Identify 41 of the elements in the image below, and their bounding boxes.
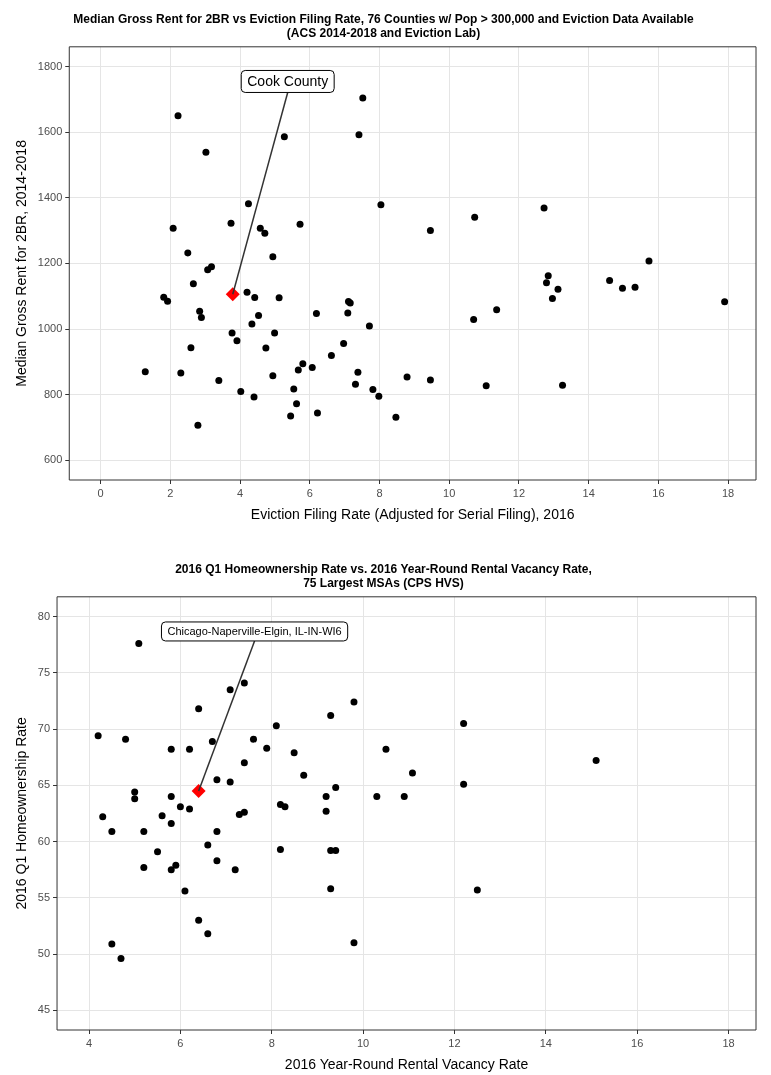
y-tick-label: 1800 [37, 59, 63, 72]
y-tick-label: 1000 [37, 322, 63, 335]
annotation: Chicago-Naperville-Elgin, IL-IN-WI6 [167, 625, 342, 638]
chart-title: Median Gross Rent for 2BR vs Eviction Filing Rate, 76 Counties w/ Pop > 300,000 and Eviction Data Available (ACS 2014-2018 and Eviction Lab) [73, 11, 694, 40]
chart-title: 2016 Q1 Homeownership Rate vs. 2016 Year-Round Rental Vacancy Rate, 75 Largest MSAs (CPS HVS) [175, 561, 592, 590]
y-tick-label: 65 [37, 778, 51, 791]
y-axis-title: Median Gross Rent for 2BR, 2014-2018 [13, 139, 30, 387]
y-tick-label: 1200 [37, 256, 63, 269]
x-tick-label: 12 [512, 486, 526, 499]
y-tick-label: 50 [37, 947, 51, 960]
y-tick-label: 45 [37, 1003, 51, 1016]
y-tick-label: 75 [37, 665, 51, 678]
x-tick-label: 0 [97, 486, 104, 499]
x-tick-label: 12 [448, 1036, 461, 1049]
y-axis-title: 2016 Q1 Homeownership Rate [13, 717, 30, 910]
x-tick-label: 18 [721, 486, 735, 499]
x-tick-label: 4 [237, 486, 244, 499]
y-tick-label: 70 [37, 722, 51, 735]
y-tick-label: 800 [43, 387, 63, 400]
y-tick-label: 600 [43, 453, 63, 466]
y-tick-label: 60 [37, 834, 51, 847]
x-tick-label: 14 [582, 486, 595, 499]
x-tick-label: 6 [306, 486, 313, 499]
x-tick-label: 14 [539, 1036, 552, 1049]
x-tick-label: 2 [167, 486, 174, 499]
x-tick-label: 10 [356, 1036, 370, 1049]
x-axis-title: 2016 Year-Round Rental Vacancy Rate [284, 1056, 529, 1073]
y-tick-label: 1400 [37, 190, 63, 203]
x-tick-label: 6 [177, 1036, 184, 1049]
x-axis-title: Eviction Filing Rate (Adjusted for Serial Filing), 2016 [250, 506, 575, 523]
x-tick-label: 16 [652, 486, 665, 499]
x-tick-label: 4 [85, 1036, 93, 1049]
x-tick-label: 8 [376, 486, 383, 499]
annotation: Cook County [247, 73, 329, 90]
x-tick-label: 10 [443, 486, 456, 499]
y-tick-label: 1600 [37, 125, 63, 138]
x-tick-label: 16 [631, 1036, 644, 1049]
y-tick-label: 80 [37, 609, 51, 622]
y-tick-label: 55 [37, 890, 51, 903]
x-tick-label: 8 [268, 1036, 275, 1049]
x-tick-label: 18 [722, 1036, 735, 1049]
